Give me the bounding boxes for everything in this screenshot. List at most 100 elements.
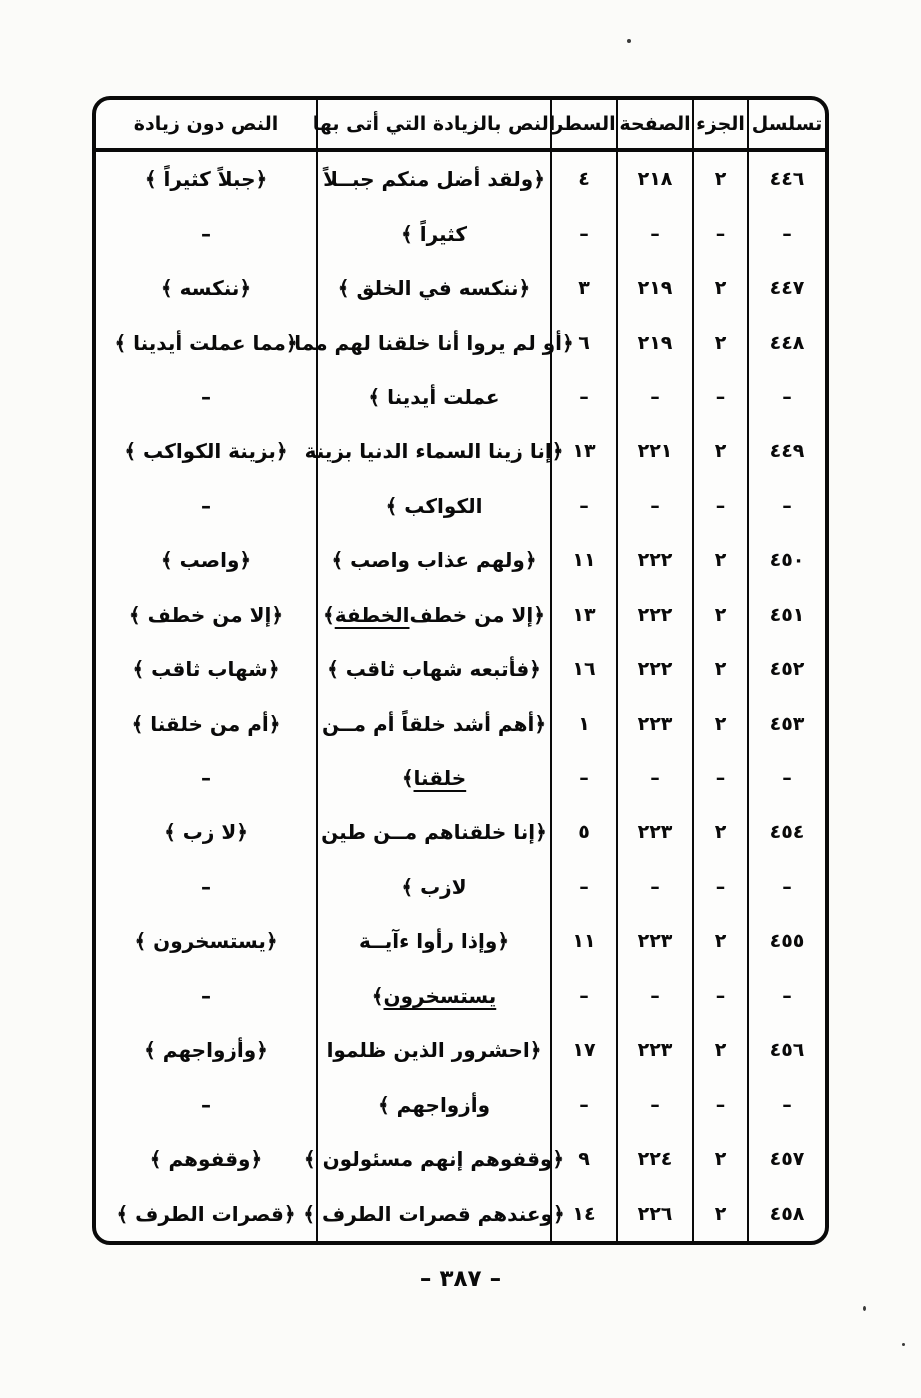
page-number: – ٣٨٧ – [419,1266,502,1292]
cell-page: ٢٢٣ [616,1023,692,1078]
cell-line: ١٤ [550,1186,616,1241]
cell-line: ١٣ [550,587,616,642]
cell-part: – [692,478,747,534]
cell-serial: ٤٥٦ [747,1023,825,1078]
cell-line: ١ [550,696,616,751]
cell-line: ٥ [550,805,616,860]
cell-text_without: ﴿ننكسه ﴾ [160,276,252,301]
header-part: الجزء [692,100,747,148]
cell-line: – [550,750,616,806]
cell-page: ٢٢٦ [616,1186,692,1241]
cell-page: ٢٢٢ [616,533,692,588]
cell-part: ٢ [692,587,747,642]
cell-text_without: ﴿وقفوهم ﴾ [149,1147,263,1172]
cell-part: ٢ [692,1131,747,1187]
cell-page: ٢١٩ [616,315,692,370]
cell-page: ٢٢٣ [616,914,692,969]
cell-part: ٢ [692,696,747,751]
cell-serial: ٤٥٣ [747,696,825,751]
cell-part: – [692,750,747,806]
cell-serial: ٤٥٥ [747,914,825,969]
cell-serial: ٤٤٨ [747,315,825,370]
cell-text_with: ﴿وإذا رأوا ءآيــة [316,914,550,969]
cell-part: ٢ [692,152,747,207]
scan-speck [863,1306,866,1311]
cell-page: ٢٢١ [616,424,692,479]
cell-text_with: الكواكب ﴾ [316,478,550,534]
cell-serial: ٤٥٢ [747,641,825,697]
cell-page: – [616,1077,692,1132]
cell-text_without: – [201,1092,211,1117]
cell-serial: – [747,206,825,261]
cell-part: – [692,859,747,915]
cell-line: ١١ [550,914,616,969]
cell-text_with: ﴿أهم أشد خلقاً أم مــن [316,696,550,751]
cell-line: – [550,859,616,915]
cell-part: ٢ [692,424,747,479]
cell-text_without: – [201,493,211,518]
cell-line: ١٦ [550,641,616,697]
cell-serial: ٤٥١ [747,587,825,642]
cell-part: ٢ [692,1186,747,1241]
cell-page: – [616,750,692,806]
table-header-row: تسلسل الجزء الصفحة السطر النص بالزيادة ا… [96,100,825,152]
cell-text_with: ﴿أو لم يروا أنا خلقنا لهم مما [294,315,574,370]
header-line: السطر [550,100,616,148]
cell-text_without: ﴿قصرات الطرف ﴾ [116,1201,296,1226]
cell-part: – [692,206,747,261]
cell-serial: – [747,478,825,534]
cell-serial: ٤٥٠ [747,533,825,588]
cell-part: ٢ [692,315,747,370]
cell-page: ٢١٨ [616,152,692,207]
cell-serial: ٤٤٩ [747,424,825,479]
cell-text_without: – [201,221,211,246]
cell-page: – [616,859,692,915]
scan-speck [627,39,631,43]
cell-serial: – [747,968,825,1023]
cell-part: – [692,369,747,425]
cell-text_without: – [201,384,211,409]
cell-line: ٤ [550,152,616,207]
cell-serial: – [747,1077,825,1132]
cell-line: – [550,968,616,1023]
cell-part: – [692,1077,747,1132]
cell-page: – [616,206,692,261]
cell-serial: ٤٥٧ [747,1131,825,1187]
cell-text_with: ﴿فأتبعه شهاب ثاقب ﴾ [316,641,550,697]
cell-serial: – [747,369,825,425]
cell-page: – [616,968,692,1023]
cell-serial: – [747,750,825,806]
cell-text_with: ﴿ننكسه في الخلق ﴾ [316,260,550,316]
cell-text_without: – [201,766,211,791]
variants-table: تسلسل الجزء الصفحة السطر النص بالزيادة ا… [92,96,829,1245]
cell-text_without: – [201,983,211,1008]
cell-page: – [616,369,692,425]
cell-text_with: ﴿إنا زينا السماء الدنيا بزينة [305,424,563,479]
cell-line: ٩ [550,1131,616,1187]
header-serial: تسلسل [747,100,825,148]
table-body: ٤٤٦ ٢ ٢١٨ ٤ ﴿ولقد أضل منكم جبــلاً ﴿جبلاً كثي… [96,152,825,1241]
cell-serial: ٤٥٨ [747,1186,825,1241]
cell-part: ٢ [692,805,747,860]
cell-text_without: ﴿لا زب ﴾ [164,820,248,845]
cell-text_without: ﴿وأزواجهم ﴾ [144,1038,268,1063]
cell-serial: ٤٤٦ [747,152,825,207]
cell-line: – [550,478,616,534]
cell-part: ٢ [692,533,747,588]
cell-text_with: ﴿إلا من خطف الخطفة ﴾ [316,587,550,642]
cell-part: ٢ [692,260,747,316]
cell-serial: ٤٤٧ [747,260,825,316]
cell-page: ٢١٩ [616,260,692,316]
scan-speck [902,1343,905,1346]
cell-line: ١٧ [550,1023,616,1078]
cell-text_without: ﴿شهاب ثاقب ﴾ [132,657,280,682]
cell-text_without: ﴿جبلاً كثيراً ﴾ [144,167,268,192]
cell-text_without: ﴿مما عملت أيدينا ﴾ [114,330,298,355]
cell-serial: ٤٥٤ [747,805,825,860]
cell-page: ٢٢٢ [616,641,692,697]
cell-text_with: ﴿ولهم عذاب واصب ﴾ [316,533,550,588]
cell-part: ٢ [692,641,747,697]
cell-text_with: يستسخرون ﴾ [316,968,550,1023]
cell-text_with: ﴿احشرور الذين ظلموا [316,1023,550,1078]
cell-text_without: ﴿يستسخرون ﴾ [134,929,278,954]
